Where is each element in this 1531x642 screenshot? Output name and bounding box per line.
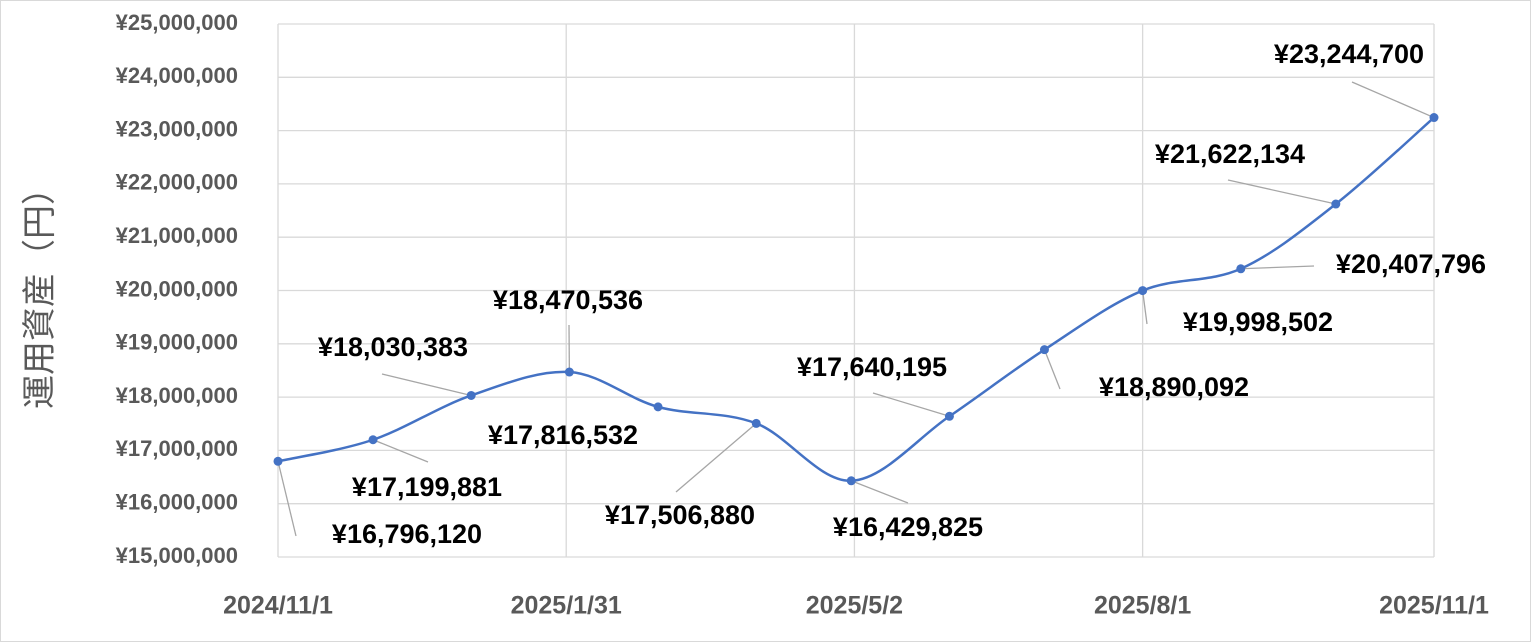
leader-line [1043, 349, 1061, 390]
y-tick-label: ¥19,000,000 [116, 330, 238, 355]
data-label: ¥20,407,796 [1336, 249, 1486, 279]
y-tick-label: ¥24,000,000 [116, 63, 238, 88]
leader-line [277, 461, 297, 537]
y-tick-label: ¥16,000,000 [116, 490, 238, 515]
data-label: ¥23,244,700 [1274, 39, 1424, 69]
leader-line [1240, 265, 1315, 270]
y-tick-label: ¥25,000,000 [116, 10, 238, 35]
x-tick-label: 2025/11/1 [1379, 592, 1489, 620]
data-label: ¥17,506,880 [605, 500, 755, 530]
point [564, 367, 574, 377]
y-tick-label: ¥22,000,000 [116, 170, 238, 195]
point [466, 390, 476, 400]
point [1138, 286, 1148, 296]
x-tick-label: 2025/5/2 [806, 592, 903, 620]
y-tick-label: ¥17,000,000 [116, 436, 238, 461]
data-label: ¥21,622,134 [1155, 139, 1305, 169]
y-tick-label: ¥21,000,000 [116, 223, 238, 248]
data-label: ¥17,640,195 [797, 352, 947, 382]
point [653, 402, 663, 412]
x-tick-label: 2025/1/31 [511, 592, 622, 620]
point [944, 411, 954, 421]
point [1236, 264, 1246, 274]
data-label: ¥17,199,881 [352, 472, 502, 502]
data-label: ¥16,429,825 [833, 512, 983, 542]
y-tick-label: ¥15,000,000 [116, 543, 238, 568]
data-label: ¥19,998,502 [1183, 307, 1333, 337]
x-tick-label: 2025/8/1 [1094, 592, 1191, 620]
leader-line [675, 422, 757, 493]
leader-line [1227, 179, 1336, 205]
y-tick-label: ¥20,000,000 [116, 276, 238, 301]
y-tick-label: ¥23,000,000 [116, 116, 238, 141]
leader-line [1141, 290, 1148, 325]
point [1331, 199, 1341, 209]
point [1429, 113, 1439, 123]
data-label: ¥18,470,536 [493, 285, 643, 315]
data-label: ¥18,890,092 [1099, 372, 1249, 402]
data-label: ¥18,030,383 [318, 332, 468, 362]
data-label: ¥17,816,532 [488, 420, 638, 450]
y-axis-title: 運用資産（円） [21, 171, 59, 409]
y-tick-label: ¥18,000,000 [116, 383, 238, 408]
point [1039, 345, 1049, 355]
leader-line [1351, 81, 1435, 119]
leader-line [381, 373, 472, 397]
point [846, 476, 856, 486]
leader-line [872, 392, 950, 417]
point [368, 435, 378, 445]
leader-line [372, 439, 429, 463]
point [273, 456, 283, 466]
x-tick-label: 2024/11/1 [223, 592, 333, 620]
leader-line [851, 480, 909, 504]
data-label: ¥16,796,120 [332, 519, 482, 549]
point [751, 418, 761, 428]
